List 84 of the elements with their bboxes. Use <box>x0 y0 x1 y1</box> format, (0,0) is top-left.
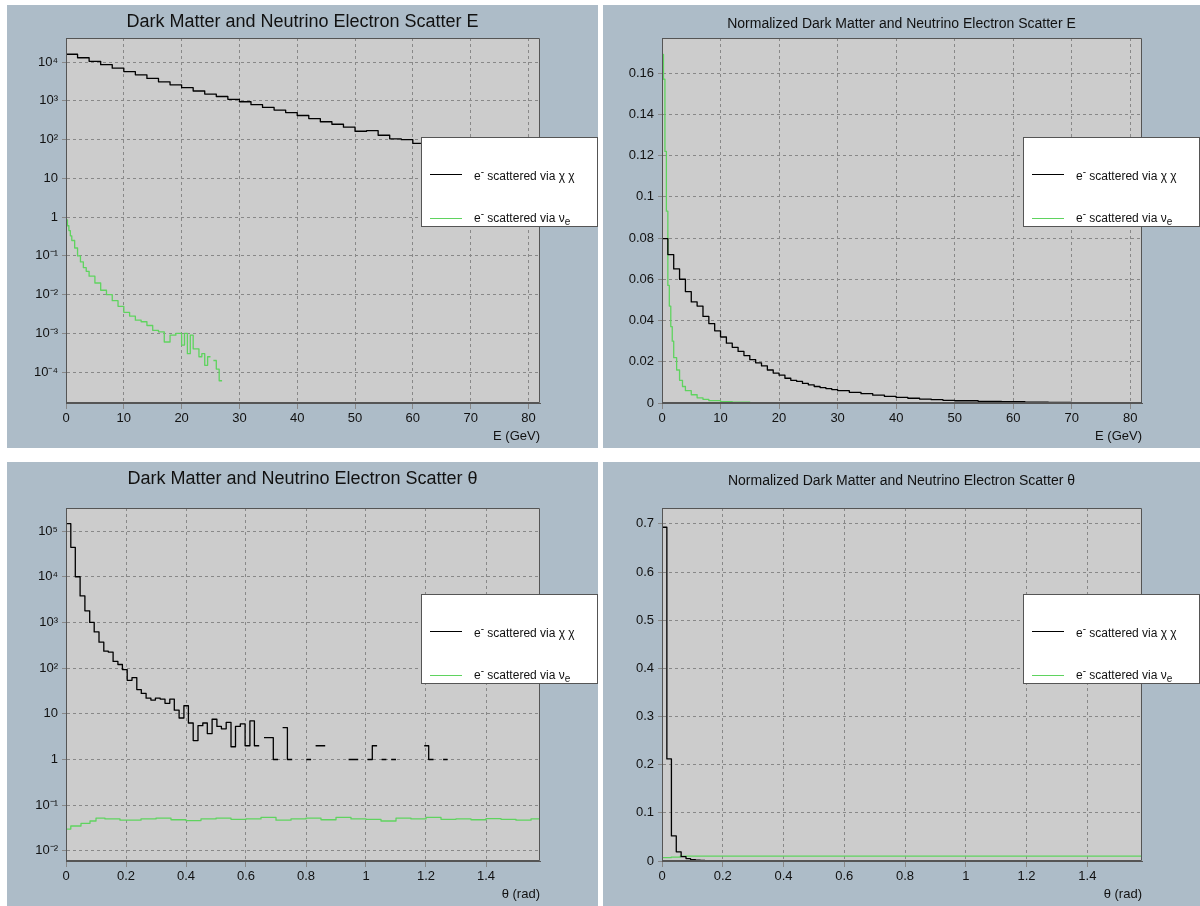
legend-label: e$^{-}$ scattered via χ χ <box>474 622 575 640</box>
y-tick-label: 10⁻¹ <box>35 796 59 812</box>
y-tick-label: 0.2 <box>635 756 654 772</box>
x-tick-label: 50 <box>947 410 962 426</box>
x-tick-label: 0.4 <box>176 868 196 884</box>
x-tick-label: 30 <box>232 410 247 426</box>
y-tick-label: 10 <box>43 169 58 185</box>
x-tick-label: 0.2 <box>713 868 732 884</box>
x-tick-label: 1.2 <box>1017 868 1036 884</box>
chart-title: Normalized Dark Matter and Neutrino Electron Scatter E <box>726 15 1077 31</box>
y-tick-label: 10 <box>43 705 58 721</box>
x-tick-label: 0.8 <box>896 868 915 884</box>
x-tick-label: 60 <box>405 410 421 426</box>
x-tick-label: 40 <box>888 410 904 426</box>
y-tick-label: 0.1 <box>635 188 654 204</box>
y-tick-label: 0.12 <box>628 147 654 163</box>
x-tick-label: 0.4 <box>774 868 793 884</box>
x-tick-label: 0 <box>62 410 70 426</box>
y-tick-label: 10⁻³ <box>35 324 59 340</box>
x-tick-label: 70 <box>463 410 478 426</box>
chart-title: Normalized Dark Matter and Neutrino Electron Scatter θ <box>726 472 1076 488</box>
x-tick-label: 60 <box>1005 410 1021 426</box>
y-tick-label: 0.16 <box>628 64 654 80</box>
y-tick-label: 10⁻¹ <box>35 247 59 263</box>
chart-title: Dark Matter and Neutrino Electron Scatter E <box>125 11 480 32</box>
y-tick-label: 10⁻⁴ <box>33 363 58 379</box>
x-tick-label: 0.6 <box>835 868 854 884</box>
y-tick-label: 0.1 <box>635 804 654 820</box>
y-tick-label: 10³ <box>39 614 59 630</box>
y-tick-label: 10² <box>39 659 59 675</box>
y-tick-label: 10² <box>39 131 59 147</box>
y-tick-label: 0.04 <box>628 312 654 328</box>
y-tick-label: 0.5 <box>635 611 654 627</box>
x-tick-label: 0 <box>658 410 666 426</box>
legend-label: e$^{-}$ scattered via χ χ <box>474 165 575 183</box>
y-tick-label: 0 <box>646 852 654 868</box>
y-tick-label: 10⁻² <box>35 286 59 302</box>
legend-label: e$^{-}$ scattered via ν$_{e}$ <box>474 208 571 228</box>
y-tick-label: 0.08 <box>628 229 654 245</box>
y-tick-label: 10³ <box>39 92 59 108</box>
x-tick-label: 10 <box>116 410 132 426</box>
x-tick-label: 1.2 <box>416 868 436 884</box>
y-tick-label: 0.3 <box>635 708 654 724</box>
x-axis-title: θ (rad) <box>501 885 540 901</box>
y-tick-label: 0 <box>646 394 654 410</box>
legend-label: e$^{-}$ scattered via ν$_{e}$ <box>1076 208 1173 228</box>
x-tick-label: 1.4 <box>476 868 496 884</box>
y-tick-label: 0.6 <box>635 563 654 579</box>
x-tick-label: 50 <box>347 410 363 426</box>
legend-label: e$^{-}$ scattered via ν$_{e}$ <box>474 665 571 685</box>
x-tick-label: 10 <box>713 410 728 426</box>
y-tick-label: 10⁴ <box>37 53 58 69</box>
x-tick-label: 0.8 <box>296 868 316 884</box>
legend-label: e$^{-}$ scattered via χ χ <box>1076 622 1177 640</box>
legend-label: e$^{-}$ scattered via ν$_{e}$ <box>1076 665 1173 685</box>
y-tick-label: 0.02 <box>628 353 654 369</box>
y-tick-label: 0.06 <box>628 270 654 286</box>
x-tick-label: 0 <box>658 868 666 884</box>
y-tick-label: 10⁻² <box>35 842 59 858</box>
y-tick-label: 1 <box>50 208 58 224</box>
x-tick-label: 1 <box>962 868 970 884</box>
x-tick-label: 30 <box>830 410 845 426</box>
chart-title: Dark Matter and Neutrino Electron Scatter θ <box>126 468 479 489</box>
y-tick-label: 0.14 <box>628 105 654 121</box>
x-tick-label: 20 <box>771 410 787 426</box>
y-tick-label: 0.7 <box>635 515 654 531</box>
x-tick-label: 80 <box>1123 410 1138 426</box>
x-tick-label: 0.6 <box>236 868 256 884</box>
legend-label: e$^{-}$ scattered via χ χ <box>1076 165 1177 183</box>
x-tick-label: 80 <box>521 410 536 426</box>
x-tick-label: 40 <box>289 410 305 426</box>
x-tick-label: 0 <box>62 868 70 884</box>
y-tick-label: 1 <box>50 751 58 767</box>
x-tick-label: 20 <box>174 410 189 426</box>
x-axis-title: θ (rad) <box>1103 885 1142 901</box>
y-tick-label: 0.4 <box>635 659 654 675</box>
x-tick-label: 0.2 <box>116 868 136 884</box>
x-tick-label: 1.4 <box>1078 868 1097 884</box>
x-tick-label: 1 <box>362 868 370 884</box>
x-axis-title: E (GeV) <box>1095 427 1142 443</box>
y-tick-label: 10⁴ <box>37 568 58 584</box>
x-axis-title: E (GeV) <box>493 427 540 443</box>
y-tick-label: 10⁵ <box>38 522 58 538</box>
x-tick-label: 70 <box>1064 410 1079 426</box>
